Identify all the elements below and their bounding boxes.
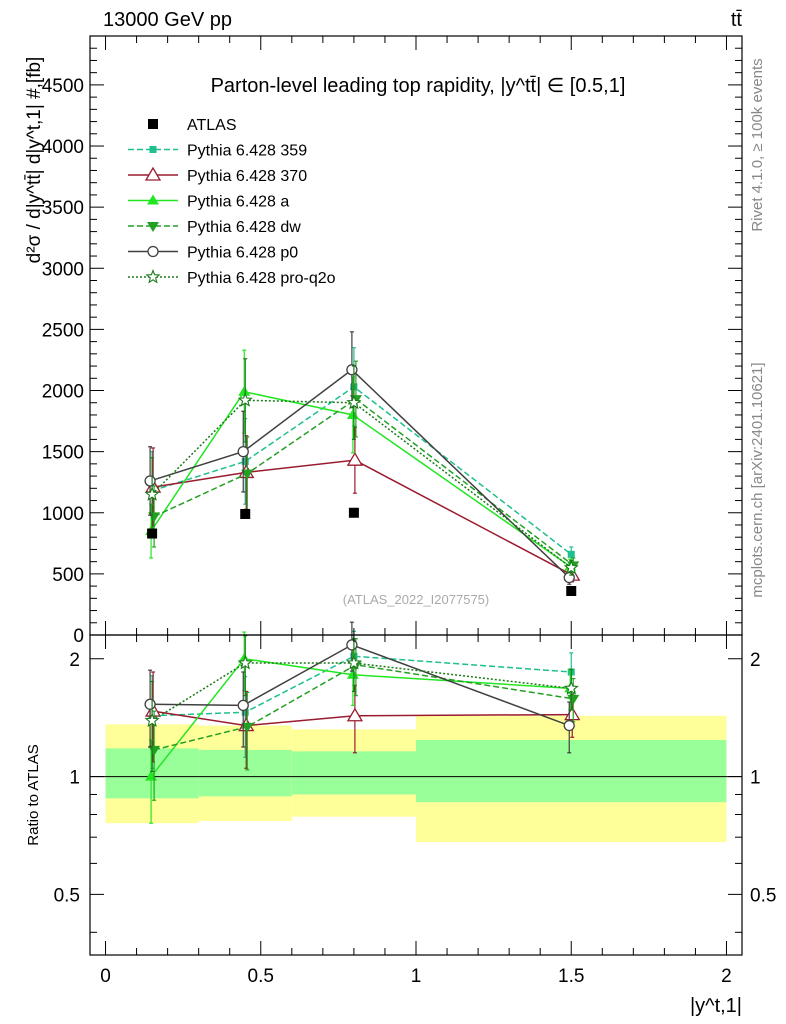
ratio-point: [144, 712, 160, 728]
legend-label: Pythia 6.428 370: [187, 168, 307, 185]
x-tick-label: 1.5: [558, 966, 584, 987]
atlas-data-point: [147, 528, 158, 539]
legend: ATLAS Pythia 6.428 359 Pythia 6.428 370 Pyt…: [128, 117, 336, 287]
ratio-point: [346, 655, 362, 670]
series-line: [149, 368, 570, 579]
legend-label: Pythia 6.428 pro-q2o: [187, 270, 336, 287]
series-pythia-6-428-p0: [144, 331, 575, 754]
energy-label: 13000 GeV pp: [103, 9, 232, 31]
mcplots-label: mcplots.cern.ch [arXiv:2401.10621]: [749, 362, 766, 597]
ratio-point: [241, 708, 249, 716]
green-band-bin: [291, 751, 416, 795]
data-point: [567, 550, 575, 558]
data-point: [346, 451, 364, 466]
ratio-tick-label-right: 1: [750, 768, 761, 789]
ratio-point: [237, 699, 249, 712]
ratio-point: [148, 745, 161, 756]
legend-marker: [149, 146, 157, 153]
analysis-watermark: (ATLAS_2022_I2077575): [343, 592, 489, 607]
ratio-series-line: [152, 655, 572, 717]
ratio-point: [346, 707, 364, 722]
y-tick-label: 4000: [42, 137, 84, 158]
ratio-tick-label-right: 0.5: [750, 885, 776, 906]
y-tick-label: 2000: [42, 382, 84, 403]
y-tick-label: 500: [52, 565, 84, 586]
ratio-tick-label: 1: [69, 768, 80, 789]
rivet-version-label: Rivet 4.1.0, ≥ 100k events: [749, 58, 766, 231]
legend-label: Pythia 6.428 a: [187, 194, 289, 211]
series-pythia-6-428-pro-q2o: [144, 358, 579, 773]
data-point: [241, 457, 249, 465]
x-tick-label: 1: [411, 966, 422, 987]
ratio-tick-label: 0.5: [54, 885, 80, 906]
atlas-data-point: [240, 508, 251, 519]
x-tick-label: 0: [100, 966, 111, 987]
atlas-data-point: [566, 585, 577, 596]
legend-marker: [147, 194, 159, 205]
series-line: [150, 390, 571, 568]
ratio-series-line: [150, 644, 570, 727]
legend-label: Pythia 6.428 p0: [187, 245, 298, 262]
data-point: [144, 486, 160, 501]
data-point: [237, 445, 249, 458]
legend-marker: [145, 268, 161, 284]
series-atlas: [147, 507, 577, 596]
y-tick-label: 3500: [42, 198, 84, 219]
legend-label: Pythia 6.428 359: [187, 143, 307, 160]
y-tick-label: 1500: [42, 443, 84, 464]
series-line: [151, 385, 572, 555]
data-point: [241, 469, 254, 480]
x-axis-label: |y^t,1|: [690, 995, 742, 1017]
ratio-uncertainty-bands: [105, 715, 727, 843]
ratio-tick-label-right: 2: [750, 650, 761, 671]
ratio-series-line: [153, 664, 574, 751]
ratio-y-axis-label: Ratio to ATLAS: [25, 744, 42, 845]
data-point: [238, 385, 251, 396]
process-label: tt̄: [731, 9, 743, 31]
y-tick-label: 3000: [42, 259, 84, 280]
legend-marker: [144, 166, 162, 181]
series-line: [153, 398, 574, 566]
ratio-point: [144, 698, 156, 710]
ratio-point: [346, 639, 358, 651]
data-point: [144, 475, 156, 487]
ratio-point: [237, 655, 253, 670]
ratio-point: [567, 694, 580, 705]
ratio-point: [241, 722, 254, 733]
legend-label: ATLAS: [187, 117, 237, 134]
y-tick-label: 4500: [42, 76, 84, 97]
y-tick-label: 1000: [42, 504, 84, 525]
data-point: [563, 571, 575, 584]
chart-title: Parton-level leading top rapidity, |y^tt…: [211, 75, 626, 97]
y-tick-label: 0: [73, 626, 84, 647]
legend-marker: [148, 119, 158, 129]
y-tick-label: 2500: [42, 320, 84, 341]
ratio-tick-label: 2: [69, 650, 80, 671]
series-line: [152, 459, 573, 576]
series-line: [151, 399, 572, 569]
green-band-bin: [416, 740, 727, 803]
x-tick-label: 2: [721, 966, 732, 987]
x-tick-label: 0.5: [248, 966, 274, 987]
ratio-series-line: [152, 710, 573, 727]
data-point: [346, 394, 362, 410]
y-axis-label: d²σ / d|y^tt̄| d|y^t,1| #,[fb]: [24, 57, 45, 264]
legend-marker: [147, 245, 159, 258]
ratio-point: [563, 719, 575, 732]
data-point: [563, 559, 579, 575]
ratio-series-line: [151, 662, 572, 722]
legend-label: Pythia 6.428 dw: [187, 219, 301, 236]
atlas-data-point: [348, 507, 359, 518]
data-point: [237, 392, 253, 407]
legend-marker: [147, 222, 159, 232]
ratio-point: [563, 680, 579, 695]
